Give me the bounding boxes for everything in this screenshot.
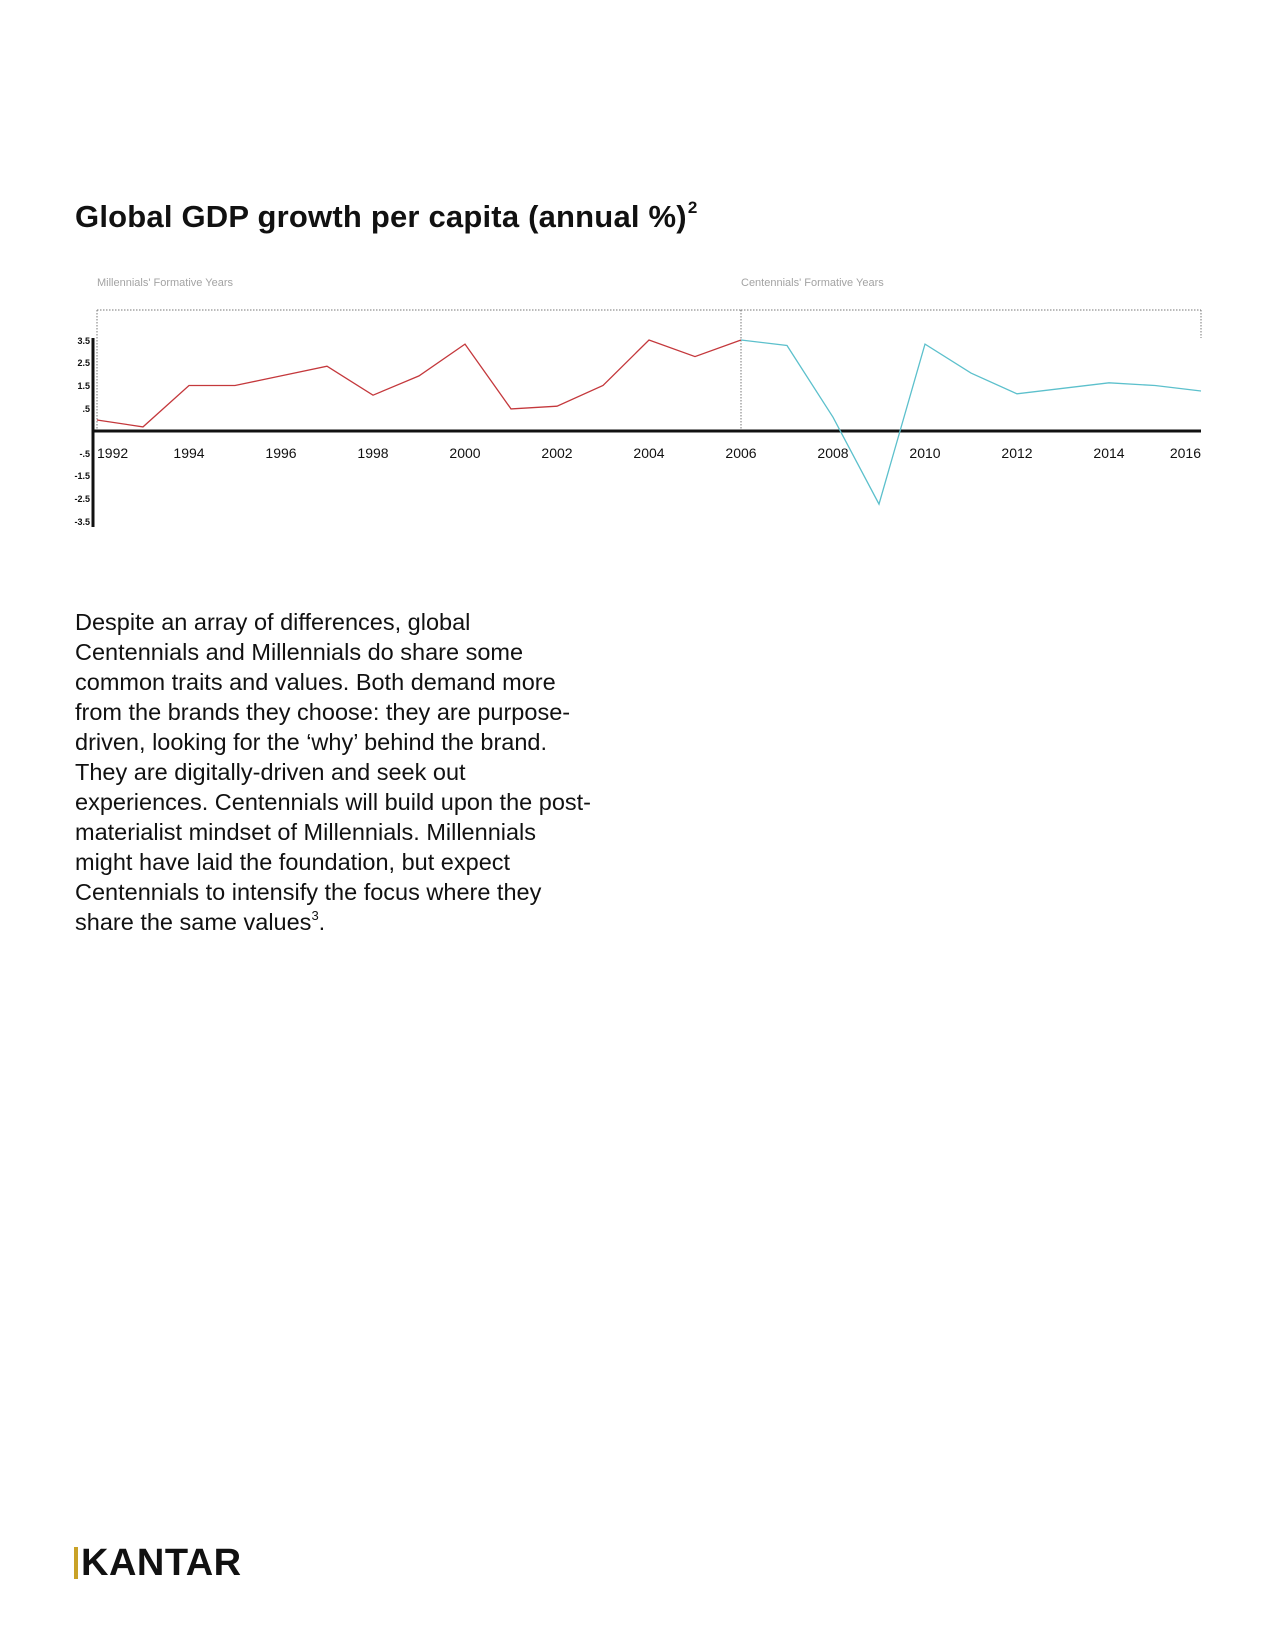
- y-tick-label: -3.5: [74, 517, 90, 527]
- title-text: Global GDP growth per capita (annual %): [75, 199, 687, 234]
- x-tick-label: 2016: [1170, 445, 1201, 461]
- chart-series: [96, 339, 1202, 506]
- y-tick-label: -1.5: [74, 471, 90, 481]
- body-paragraph-text: Despite an array of differences, global …: [75, 609, 592, 935]
- y-tick-label: 2.5: [77, 358, 90, 368]
- y-tick-label: -2.5: [74, 494, 90, 504]
- logo-accent-bar: [74, 1547, 78, 1579]
- y-tick-label: -.5: [79, 449, 90, 459]
- x-tick-label: 1994: [173, 445, 204, 461]
- x-tick-label: 1998: [357, 445, 388, 461]
- period-brackets: Millennials' Formative Years Centennials'…: [96, 277, 1202, 431]
- x-tick-label: 2008: [817, 445, 848, 461]
- gdp-line-chart: Millennials' Formative Years Centennials'…: [74, 277, 1202, 527]
- y-tick-label: 3.5: [77, 336, 90, 346]
- x-tick-label: 2000: [449, 445, 480, 461]
- x-tick-label: 2010: [909, 445, 940, 461]
- chart-axes: [91, 338, 1201, 527]
- x-tick-label: 2014: [1093, 445, 1124, 461]
- x-tick-label: 1992: [97, 445, 128, 461]
- body-paragraph: Despite an array of differences, global …: [75, 607, 595, 937]
- body-footnote: 3: [311, 908, 319, 923]
- title-footnote: 2: [687, 198, 698, 217]
- x-tick-label: 1996: [265, 445, 296, 461]
- x-tick-label: 2002: [541, 445, 572, 461]
- body-paragraph-end: .: [318, 909, 326, 935]
- y-tick-label: .5: [82, 404, 90, 414]
- period-label: Millennials' Formative Years: [97, 277, 233, 289]
- page-title: Global GDP growth per capita (annual %)2: [75, 198, 697, 235]
- series-line-2: [740, 339, 1202, 506]
- y-tick-labels: 3.5 2.5 1.5 .5 -.5 -1.5 -2.5 -3.5: [74, 336, 90, 527]
- period-label: Centennials' Formative Years: [741, 277, 884, 289]
- x-tick-label: 2006: [725, 445, 756, 461]
- series-line-1: [96, 339, 742, 428]
- x-tick-labels: 1992 1994 1996 1998 2000 2002 2004 2006 2008 2010…: [97, 445, 1201, 461]
- kantar-logo: KANTAR: [74, 1543, 242, 1583]
- x-tick-label: 2004: [633, 445, 664, 461]
- logo-text: KANTAR: [81, 1542, 242, 1584]
- y-tick-label: 1.5: [77, 381, 90, 391]
- x-tick-label: 2012: [1001, 445, 1032, 461]
